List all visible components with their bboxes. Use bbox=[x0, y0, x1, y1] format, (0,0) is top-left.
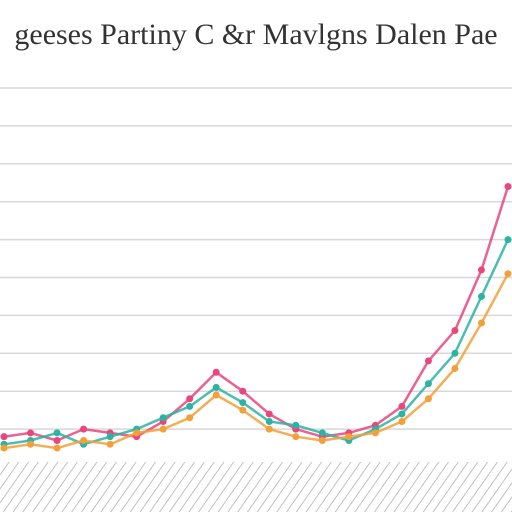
point bbox=[265, 418, 273, 426]
point bbox=[424, 380, 432, 388]
point bbox=[424, 357, 432, 365]
point bbox=[424, 395, 432, 403]
point bbox=[0, 433, 8, 441]
point bbox=[53, 436, 61, 444]
point bbox=[345, 433, 353, 441]
point bbox=[239, 406, 247, 414]
point bbox=[398, 410, 406, 418]
point bbox=[239, 399, 247, 407]
point bbox=[398, 418, 406, 426]
point bbox=[504, 236, 512, 244]
point bbox=[292, 433, 300, 441]
point bbox=[159, 414, 167, 422]
point bbox=[0, 444, 8, 452]
point bbox=[106, 440, 114, 448]
point bbox=[133, 429, 141, 437]
point bbox=[53, 429, 61, 437]
point bbox=[504, 270, 512, 278]
point bbox=[239, 387, 247, 395]
point bbox=[80, 436, 88, 444]
chart-title: geeses Partiny C &r Mavlgns Dalen Pae bbox=[14, 18, 497, 51]
point bbox=[265, 425, 273, 433]
point bbox=[212, 391, 220, 399]
point bbox=[371, 429, 379, 437]
series-line bbox=[3, 273, 510, 450]
point bbox=[265, 410, 273, 418]
point bbox=[212, 368, 220, 376]
point bbox=[318, 429, 326, 437]
point bbox=[477, 319, 485, 327]
point bbox=[27, 429, 35, 437]
point bbox=[186, 395, 194, 403]
point bbox=[27, 440, 35, 448]
point bbox=[451, 327, 459, 335]
series-line bbox=[3, 239, 510, 446]
point bbox=[292, 421, 300, 429]
point bbox=[477, 266, 485, 274]
point bbox=[212, 383, 220, 391]
point bbox=[477, 292, 485, 300]
series-line bbox=[3, 186, 510, 442]
point bbox=[504, 183, 512, 191]
point bbox=[451, 349, 459, 357]
point bbox=[80, 425, 88, 433]
point bbox=[186, 414, 194, 422]
point bbox=[451, 364, 459, 372]
point bbox=[159, 425, 167, 433]
point bbox=[318, 436, 326, 444]
point bbox=[186, 402, 194, 410]
point bbox=[106, 433, 114, 441]
point bbox=[53, 444, 61, 452]
point bbox=[398, 402, 406, 410]
x-axis-strip bbox=[0, 462, 512, 512]
